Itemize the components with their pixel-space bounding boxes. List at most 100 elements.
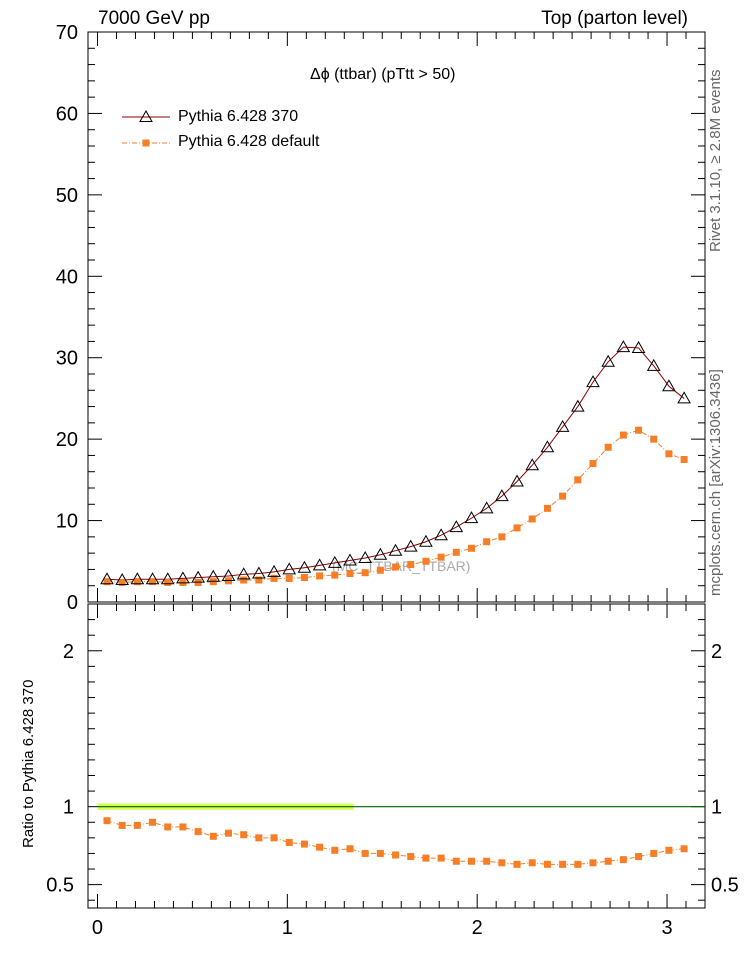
marker-pythia-370 xyxy=(525,458,540,471)
marker-pythia-370 xyxy=(616,340,631,353)
marker-pythia-370 xyxy=(419,534,433,547)
ratio-tick-label-left: 0.5 xyxy=(46,875,74,897)
y-tick-label: 10 xyxy=(56,511,78,533)
marker-pythia-370 xyxy=(191,570,205,583)
marker-pythia-370 xyxy=(586,375,600,388)
marker-pythia-default xyxy=(559,492,567,500)
marker-pythia-default xyxy=(300,574,308,582)
y-tick-label: 40 xyxy=(56,266,78,288)
marker-pythia-default xyxy=(528,515,536,523)
marker-pythia-370 xyxy=(631,340,646,353)
marker-pythia-default xyxy=(331,571,339,579)
ratio-marker-pythia-default xyxy=(209,832,217,840)
marker-pythia-370 xyxy=(130,572,145,585)
marker-pythia-370 xyxy=(403,539,418,552)
marker-pythia-default xyxy=(255,576,263,584)
ratio-marker-pythia-default xyxy=(467,857,475,865)
ratio-marker-pythia-default xyxy=(392,851,400,859)
marker-pythia-default xyxy=(589,460,597,468)
ratio-tick-label-left: 1 xyxy=(63,797,74,819)
y-tick-label: 60 xyxy=(56,103,78,125)
ratio-marker-pythia-default xyxy=(665,846,673,854)
ratio-marker-pythia-default xyxy=(149,818,157,826)
header-right: Top (parton level) xyxy=(541,8,688,29)
ratio-marker-pythia-default xyxy=(437,854,445,862)
ratio-marker-pythia-default xyxy=(103,817,111,825)
marker-pythia-370 xyxy=(221,568,236,581)
ratio-marker-pythia-default xyxy=(452,857,460,865)
marker-pythia-370 xyxy=(662,379,676,392)
marker-pythia-default xyxy=(437,553,445,561)
marker-pythia-370 xyxy=(540,440,555,453)
ratio-marker-pythia-default xyxy=(164,823,172,831)
ratio-marker-pythia-default xyxy=(346,845,354,853)
marker-pythia-370 xyxy=(464,511,479,524)
marker-pythia-370 xyxy=(479,501,494,514)
series-line-pythia-370 xyxy=(106,346,685,581)
marker-pythia-370 xyxy=(343,553,357,566)
ratio-marker-pythia-default xyxy=(179,823,187,831)
marker-pythia-default xyxy=(285,574,293,582)
marker-pythia-default xyxy=(498,533,506,541)
marker-pythia-370 xyxy=(555,419,570,432)
marker-pythia-default xyxy=(635,426,643,434)
ratio-tick-label-right: 1 xyxy=(711,797,722,819)
marker-pythia-370 xyxy=(601,354,616,367)
chart-title: Δϕ (ttbar) (pTtt > 50) xyxy=(310,66,456,83)
ratio-frame xyxy=(87,603,706,909)
ratio-marker-pythia-default xyxy=(270,834,278,842)
y-tick-label: 0 xyxy=(67,592,78,614)
ratio-marker-pythia-default xyxy=(240,831,248,839)
y-tick-label: 50 xyxy=(56,185,78,207)
marker-pythia-default xyxy=(392,563,400,571)
ratio-marker-pythia-default xyxy=(255,834,263,842)
header-left: 7000 GeV pp xyxy=(98,8,210,29)
marker-pythia-370 xyxy=(176,571,190,584)
marker-pythia-default xyxy=(483,538,491,546)
ratio-marker-pythia-default xyxy=(133,821,141,829)
ratio-marker-pythia-default xyxy=(589,859,597,867)
ratio-marker-pythia-default xyxy=(559,860,567,868)
marker-pythia-default xyxy=(513,524,521,532)
marker-pythia-370 xyxy=(677,391,691,404)
marker-pythia-default xyxy=(650,435,658,443)
marker-pythia-default xyxy=(407,561,415,569)
marker-pythia-default xyxy=(346,570,354,577)
legend-label-pythia-default: Pythia 6.428 default xyxy=(178,133,320,150)
marker-pythia-370 xyxy=(312,558,327,571)
ratio-marker-pythia-default xyxy=(118,821,126,829)
marker-pythia-default xyxy=(316,572,324,580)
marker-pythia-default xyxy=(240,576,248,584)
ratio-marker-pythia-default xyxy=(650,849,658,857)
ratio-marker-pythia-default xyxy=(300,840,308,848)
marker-pythia-default xyxy=(270,574,278,582)
marker-pythia-default xyxy=(422,557,430,565)
ratio-marker-pythia-default xyxy=(224,829,232,837)
marker-pythia-370 xyxy=(206,569,221,582)
ratio-marker-pythia-default xyxy=(331,846,339,854)
marker-pythia-370 xyxy=(449,520,464,533)
ratio-marker-pythia-default xyxy=(376,849,384,857)
ratio-marker-pythia-default xyxy=(498,859,506,867)
ratio-marker-pythia-default xyxy=(635,853,643,861)
marker-pythia-default xyxy=(118,578,126,586)
x-tick-label: 2 xyxy=(472,917,483,939)
series-line-pythia-default xyxy=(106,429,685,583)
ratio-tick-label-right: 2 xyxy=(711,641,722,663)
legend-marker-pythia-default xyxy=(142,139,150,147)
marker-pythia-370 xyxy=(251,566,266,579)
marker-pythia-default xyxy=(376,566,384,574)
ratio-marker-pythia-default xyxy=(316,843,324,851)
ratio-marker-pythia-default xyxy=(407,853,415,861)
marker-pythia-default xyxy=(103,578,111,586)
marker-pythia-370 xyxy=(373,547,388,560)
y-tick-label: 70 xyxy=(56,22,78,44)
marker-pythia-370 xyxy=(358,551,373,564)
marker-pythia-370 xyxy=(297,560,312,573)
ratio-marker-pythia-default xyxy=(513,860,521,868)
marker-pythia-370 xyxy=(115,573,130,586)
marker-pythia-370 xyxy=(100,572,114,585)
ratio-marker-pythia-default xyxy=(680,845,688,853)
marker-pythia-370 xyxy=(145,572,160,585)
marker-pythia-370 xyxy=(267,564,281,577)
